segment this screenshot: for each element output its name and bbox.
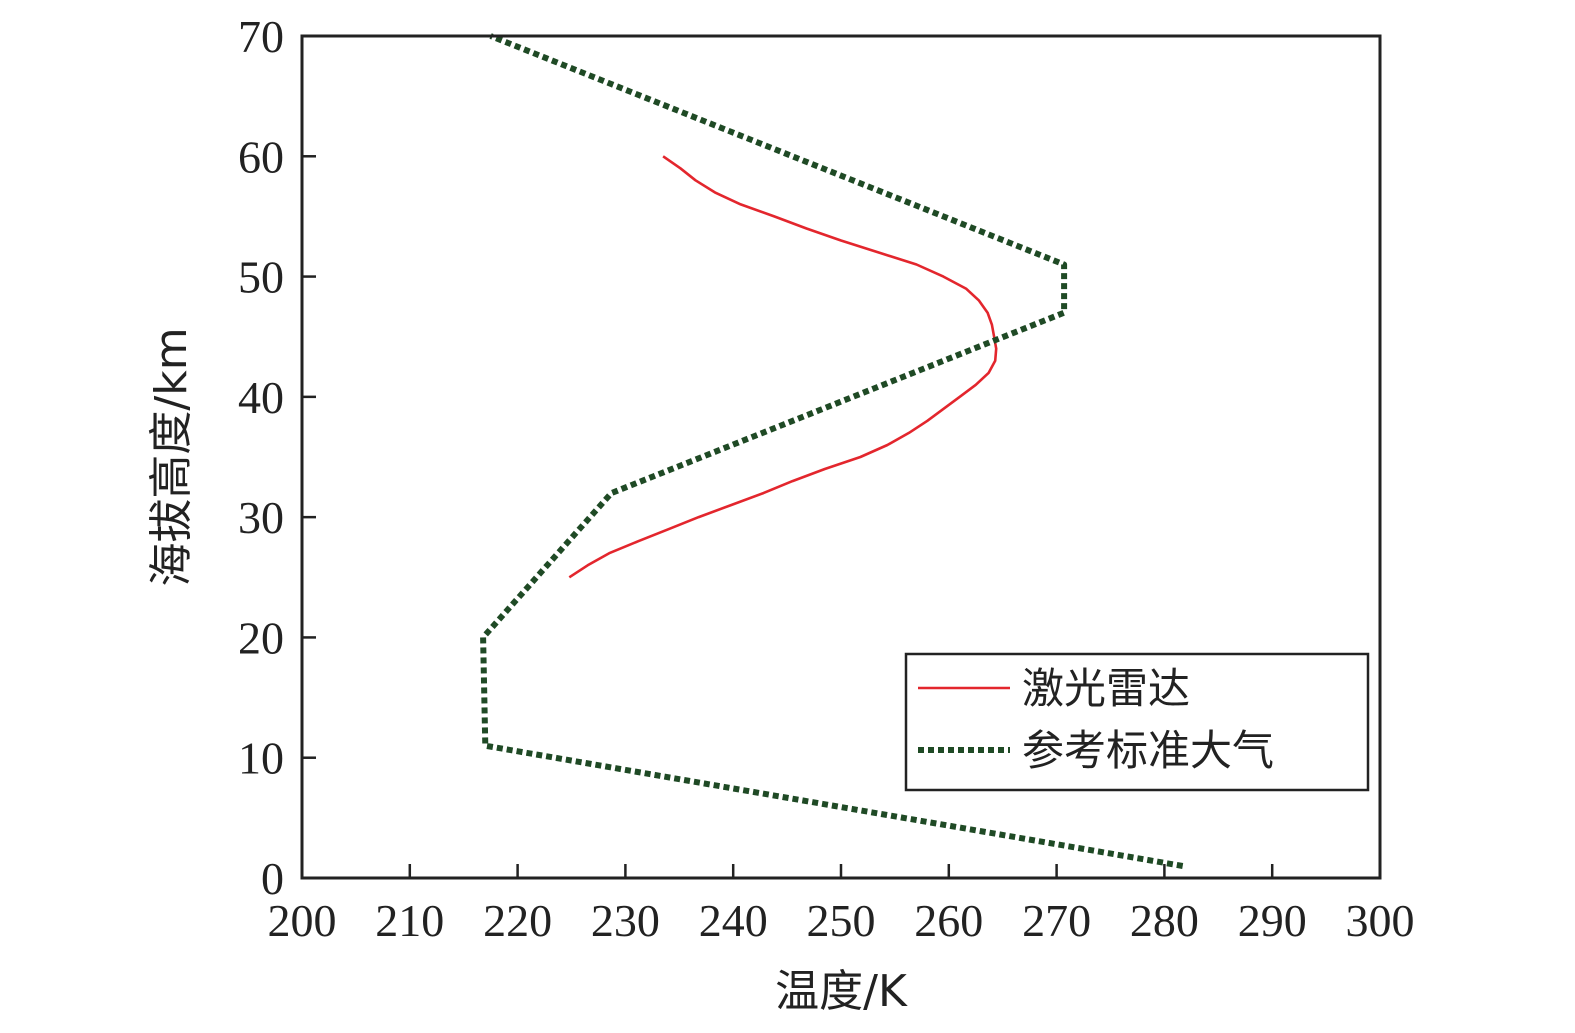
x-tick-label: 290 [1238, 895, 1307, 946]
legend: 激光雷达 参考标准大气 [904, 652, 1370, 792]
x-tick-label: 280 [1130, 895, 1199, 946]
y-axis-title: 海拔高度/km [146, 327, 197, 586]
x-tick-label: 200 [268, 895, 337, 946]
x-tick-label: 230 [591, 895, 660, 946]
legend-box [904, 652, 1370, 792]
x-tick-label: 300 [1346, 895, 1415, 946]
x-tick-label: 260 [914, 895, 983, 946]
series-line-lidar [568, 155, 998, 579]
x-axis: 200 210 220 230 240 250 260 270 280 290 300 [268, 864, 1415, 946]
y-tick-label: 30 [238, 492, 284, 543]
y-axis: 0 10 20 30 40 50 60 70 [238, 11, 316, 904]
x-tick-label: 220 [483, 895, 552, 946]
plot-lines [480, 33, 1184, 869]
series-line-standard-atmosphere [480, 33, 1184, 869]
y-tick-label: 50 [238, 252, 284, 303]
y-tick-label: 40 [238, 372, 284, 423]
y-tick-label: 0 [261, 853, 284, 904]
x-tick-label: 270 [1022, 895, 1091, 946]
x-axis-title: 温度/K [775, 966, 908, 1017]
legend-label-lidar: 激光雷达 [1022, 664, 1190, 713]
x-tick-label: 240 [699, 895, 768, 946]
y-tick-label: 20 [238, 612, 284, 663]
y-tick-label: 70 [238, 11, 284, 62]
x-tick-label: 210 [375, 895, 444, 946]
legend-label-standard-atmosphere: 参考标准大气 [1022, 726, 1274, 775]
y-tick-label: 60 [238, 131, 284, 182]
x-tick-label: 250 [807, 895, 876, 946]
y-tick-label: 10 [238, 733, 284, 784]
